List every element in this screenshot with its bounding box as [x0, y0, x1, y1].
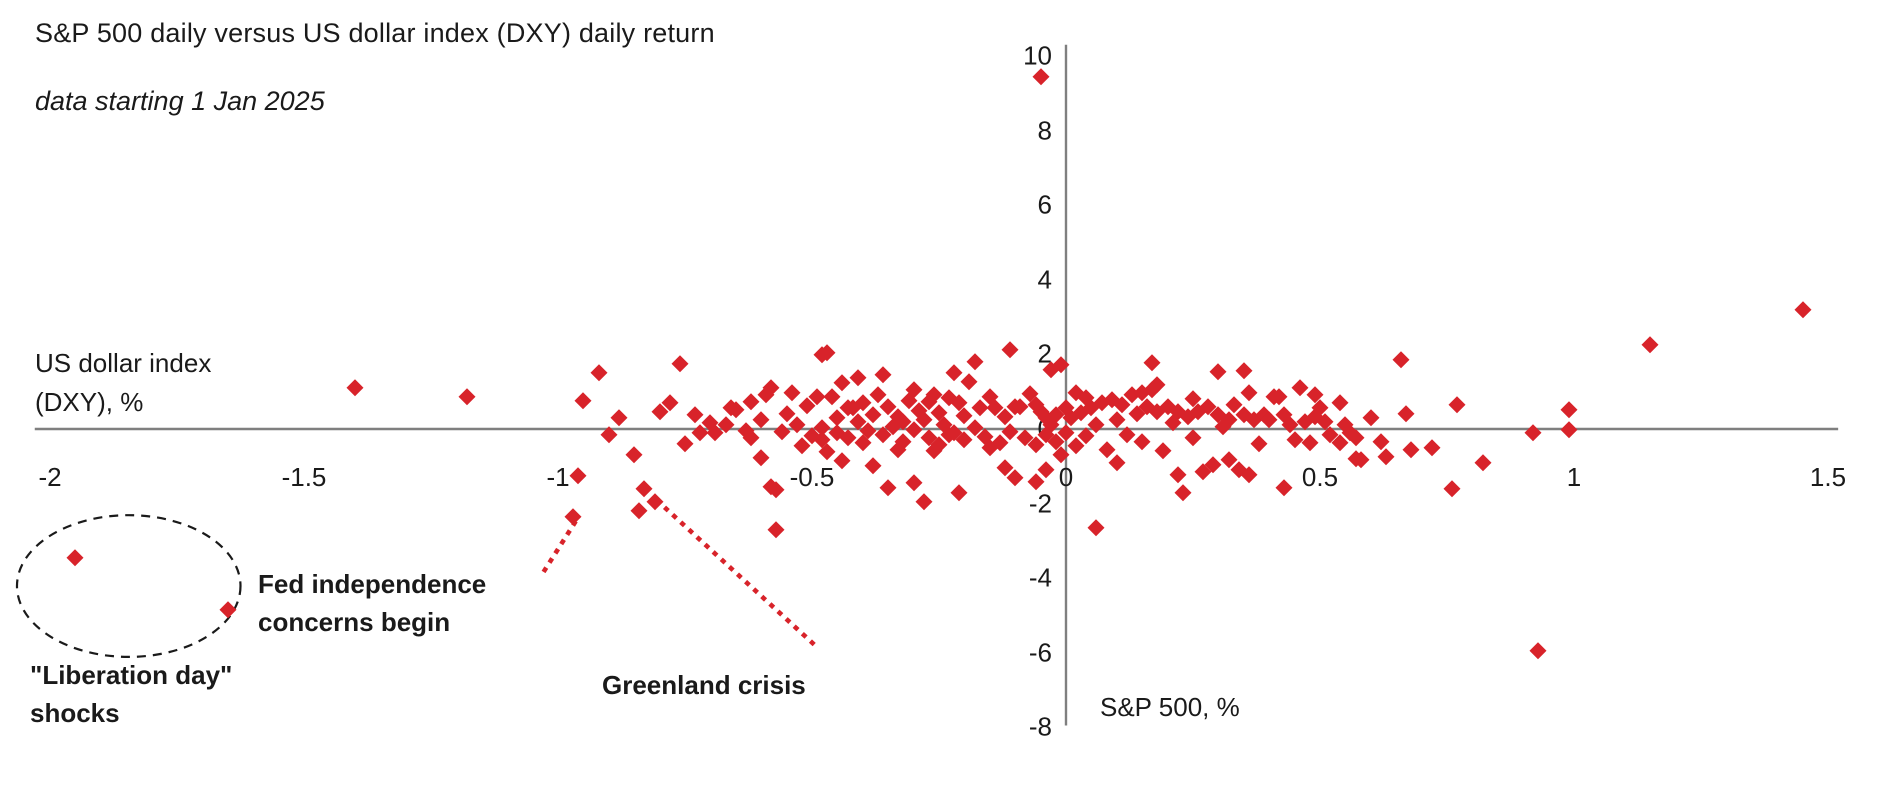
annotation-greenland-crisis: Greenland crisis: [602, 670, 806, 700]
x-tick-label: 1: [1566, 462, 1582, 492]
y-tick-label: 2: [1037, 338, 1052, 369]
x-tick-label: -1.5: [281, 462, 327, 492]
chart-title: S&P 500 daily versus US dollar index (DX…: [35, 18, 715, 48]
y-tick-label: -8: [1028, 711, 1052, 742]
x-axis-title: US dollar index (DXY), %: [35, 348, 212, 417]
y-tick-label: -6: [1028, 637, 1052, 668]
x-tick-label: -2: [38, 462, 62, 492]
y-tick-label: -4: [1028, 562, 1052, 593]
y-tick-label: 8: [1037, 115, 1052, 146]
greenland-leader-line: [662, 505, 823, 653]
annotation-liberation-day-shocks: "Liberation day" shocks: [30, 660, 233, 728]
x-tick-label: -0.5: [789, 462, 835, 492]
y-tick-label: 6: [1037, 189, 1052, 220]
x-tick-label: 0: [1058, 462, 1074, 492]
x-tick-label: -1: [546, 462, 570, 492]
y-tick-label: -2: [1028, 488, 1052, 519]
liberation-ellipse: [15, 514, 242, 659]
y-tick-label: 4: [1037, 264, 1052, 295]
fed-leader-line: [541, 517, 579, 574]
x-tick-label: 1.5: [1809, 462, 1847, 492]
chart-subtitle: data starting 1 Jan 2025: [35, 86, 325, 116]
annotation-fed-independence: Fed independence concerns begin: [258, 569, 487, 637]
x-tick-label: 0.5: [1301, 462, 1339, 492]
y-axis-title: S&P 500, %: [1100, 692, 1240, 722]
y-tick-label: 10: [1023, 40, 1052, 71]
